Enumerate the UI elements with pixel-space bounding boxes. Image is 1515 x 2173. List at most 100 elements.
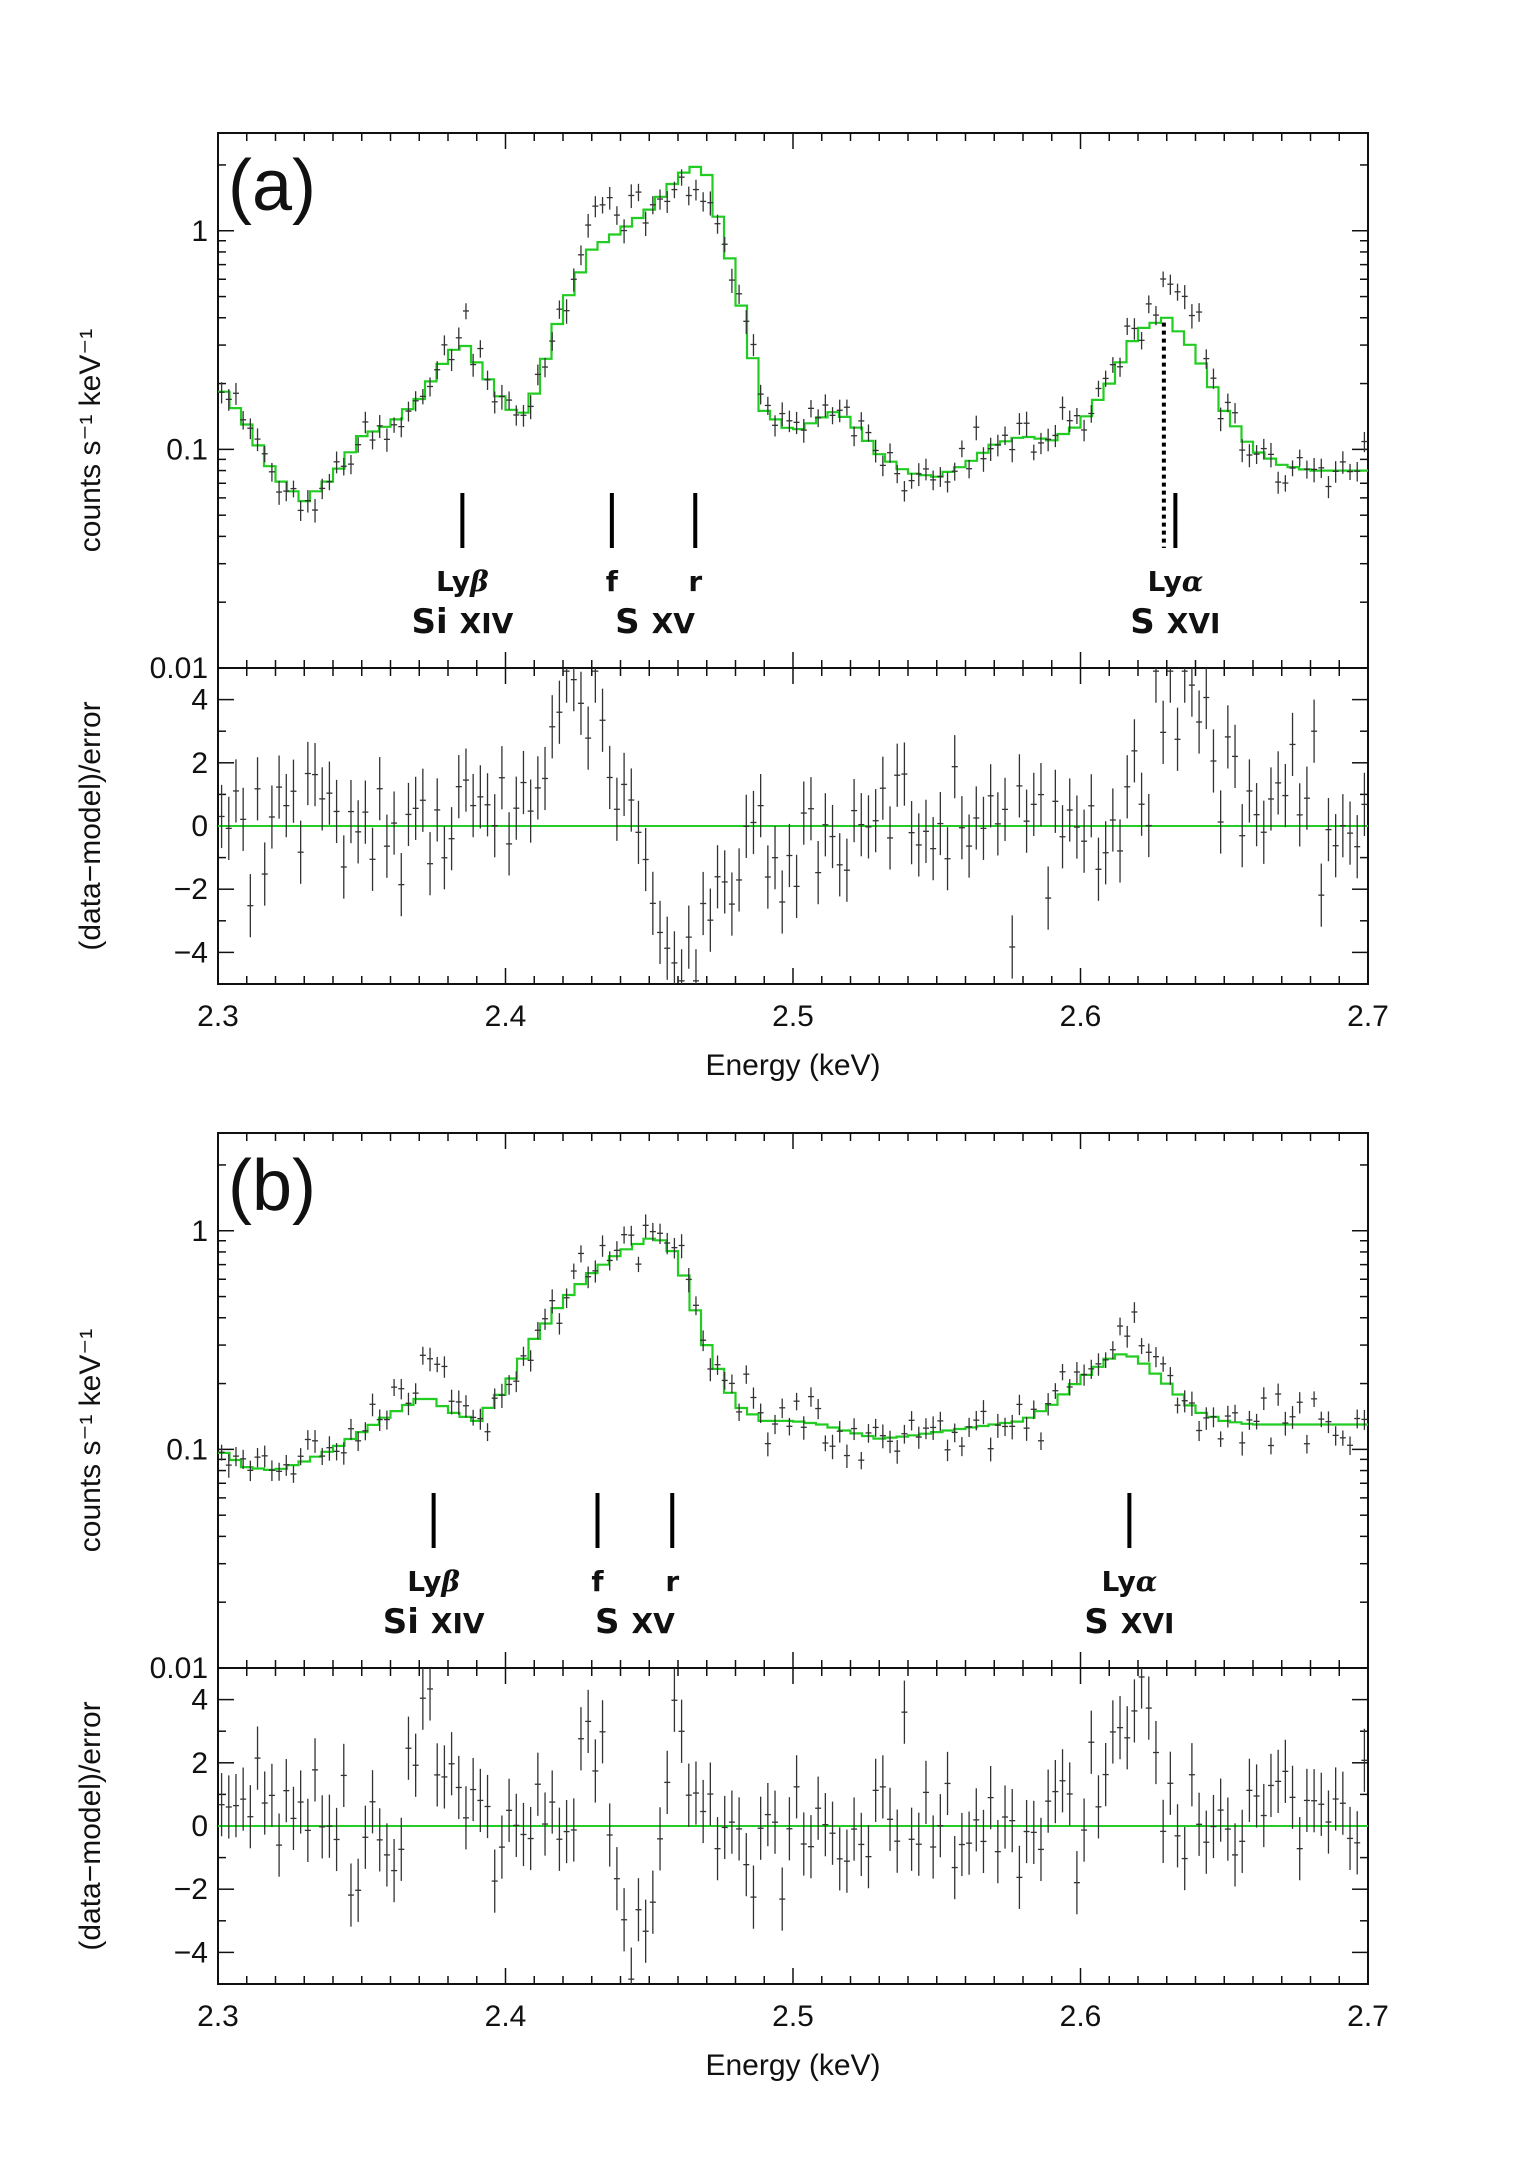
data-point: [1354, 462, 1361, 482]
data-point: [1188, 304, 1195, 329]
data-point: [1303, 460, 1310, 479]
data-point: [1347, 1436, 1354, 1456]
residual-point: [1296, 783, 1303, 847]
data-point: [362, 1422, 369, 1441]
line-ion-text: XIV: [431, 1607, 485, 1640]
residual-point: [297, 1770, 304, 1834]
residual-point: [887, 1787, 894, 1851]
data-point: [1030, 1400, 1037, 1420]
data-point: [542, 357, 549, 378]
data-point: [391, 417, 398, 433]
data-point: [304, 490, 311, 513]
data-point: [836, 1420, 843, 1443]
line-top-text: Ly: [407, 1565, 441, 1598]
residual-point: [312, 1738, 319, 1802]
line-top-text: f: [606, 565, 619, 598]
data-point: [549, 332, 556, 351]
residual-point: [1347, 1806, 1354, 1871]
residual-point: [1246, 759, 1253, 823]
residual-point: [994, 792, 1001, 856]
data-point: [1347, 463, 1354, 481]
residual-point: [606, 745, 613, 810]
residual-point: [678, 1699, 685, 1763]
residual-point: [1002, 777, 1009, 841]
residual-point: [1145, 793, 1152, 858]
data-point: [1045, 1393, 1052, 1416]
residual-point: [1347, 801, 1354, 865]
residual-point: [232, 1774, 239, 1838]
residual-point: [915, 1812, 922, 1876]
data-point: [1224, 1405, 1231, 1428]
x-axis-title: Energy (keV): [705, 2049, 880, 2082]
data-point: [570, 1263, 577, 1280]
data-point: [1325, 1411, 1332, 1434]
data-point: [930, 1416, 937, 1440]
residual-point: [1289, 712, 1296, 777]
data-point: [556, 300, 563, 319]
data-point: [1023, 1416, 1030, 1441]
residual-point: [958, 796, 965, 860]
residual-point: [1188, 668, 1195, 717]
data-point: [232, 1446, 239, 1467]
residual-point: [391, 1839, 398, 1903]
data-point: [225, 389, 232, 411]
data-point: [980, 447, 987, 472]
data-point: [786, 1417, 793, 1436]
data-point: [1275, 471, 1282, 494]
data-point: [1282, 1411, 1289, 1436]
data-point: [347, 1418, 354, 1440]
x-tick-label: 2.5: [772, 1000, 814, 1033]
residual-point: [434, 1743, 441, 1807]
residual-point: [743, 794, 750, 858]
residual-point: [1339, 794, 1346, 858]
data-point: [563, 1288, 570, 1309]
line-top-label: r: [665, 1565, 679, 1598]
residual-point: [707, 1762, 714, 1826]
data-point: [779, 402, 786, 427]
data-point: [427, 377, 434, 397]
residual-point: [1239, 1809, 1246, 1873]
residual-point: [901, 1680, 908, 1744]
data-point: [376, 1409, 383, 1432]
data-point: [678, 1234, 685, 1259]
data-point: [462, 303, 469, 320]
residual-point: [951, 1835, 958, 1900]
data-point: [700, 1330, 707, 1352]
residual-point: [922, 1760, 929, 1824]
data-point: [649, 1222, 656, 1242]
residual-point: [1246, 1758, 1253, 1822]
residual-point: [340, 1743, 347, 1808]
line-ion-label: S XVI: [1084, 1602, 1174, 1642]
data-point: [728, 268, 735, 293]
data-point: [944, 1439, 951, 1462]
data-point: [1117, 357, 1124, 377]
residual-point: [434, 778, 441, 842]
data-point: [455, 1390, 462, 1415]
residual-point: [922, 799, 929, 863]
residual-point: [750, 1865, 757, 1929]
residual-point: [419, 1668, 426, 1730]
data-point: [1073, 407, 1080, 425]
residual-point: [815, 841, 822, 905]
residual-point: [621, 752, 628, 817]
data-point: [1052, 424, 1059, 448]
residual-y-tick-label: −4: [174, 936, 208, 969]
data-point: [513, 1371, 520, 1393]
data-point: [937, 1411, 944, 1431]
data-point: [743, 1365, 750, 1384]
data-point: [1260, 1387, 1267, 1411]
residual-point: [1232, 1823, 1239, 1887]
residual-point: [218, 784, 225, 849]
data-point: [434, 361, 441, 380]
line-element-text: Si: [383, 1602, 419, 1642]
residual-point: [894, 743, 901, 807]
data-point: [585, 1266, 592, 1289]
data-point: [1217, 407, 1224, 432]
data-point: [261, 445, 268, 463]
line-greek-text: β: [469, 565, 489, 598]
data-point: [577, 245, 584, 266]
data-point: [419, 389, 426, 405]
residual-point: [1095, 1775, 1102, 1839]
data-point: [1196, 1420, 1203, 1442]
residual-point: [879, 756, 886, 820]
